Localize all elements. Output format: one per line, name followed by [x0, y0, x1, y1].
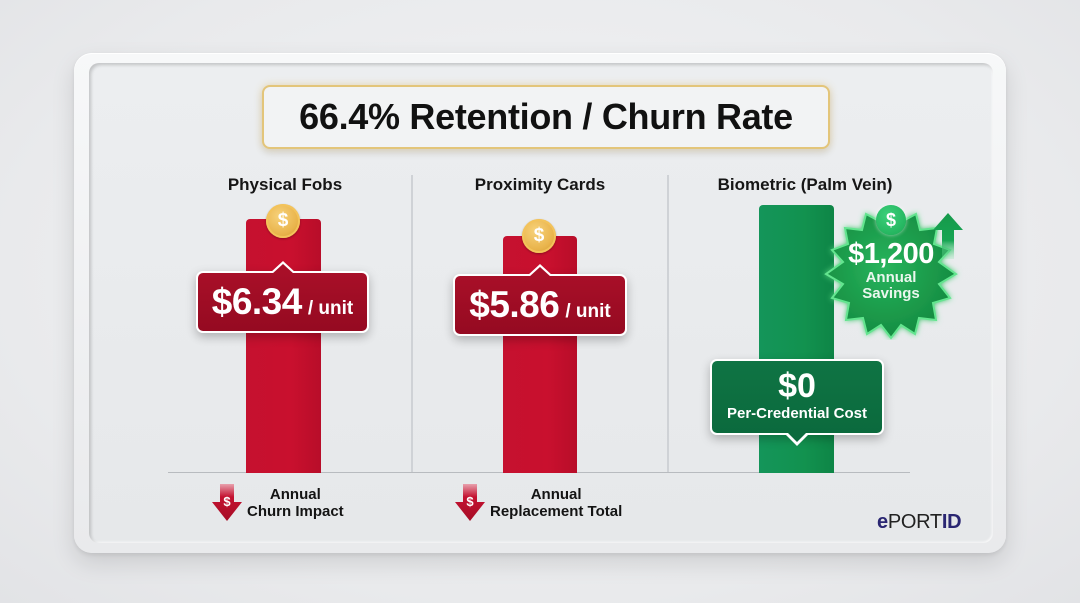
eportid-logo: ePORTID	[877, 511, 962, 534]
column-divider	[667, 175, 669, 473]
chart-title: 66.4% Retention / Churn Rate	[299, 96, 793, 137]
savings-badge-content: $ $1,200 Annual Savings	[818, 205, 964, 340]
column-divider	[411, 175, 413, 473]
savings-label-line-2: Savings	[862, 285, 920, 302]
price-value: $5.86	[469, 284, 560, 325]
price-tag-physical-fobs: $6.34 / unit	[196, 261, 369, 333]
down-arrow-dollar-icon: $	[212, 484, 242, 521]
savings-amount: $1,200	[848, 238, 934, 270]
footer-line-2: Churn Impact	[247, 503, 344, 520]
footer-line-1: Annual	[269, 486, 321, 503]
price-unit: / unit	[565, 301, 611, 322]
title-banner: 66.4% Retention / Churn Rate	[262, 85, 830, 149]
savings-label-line-1: Annual	[865, 269, 917, 286]
footer-line-1: Annual	[530, 486, 582, 503]
column-title-proximity-cards: Proximity Cards	[474, 175, 606, 194]
price-tag-biometric: $0 Per-Credential Cost	[710, 359, 884, 446]
logo-e: e	[877, 511, 888, 533]
column-title-biometric: Biometric (Palm Vein)	[717, 175, 893, 194]
svg-text:$: $	[466, 494, 474, 509]
price-tag-proximity-cards: $5.86 / unit	[453, 264, 627, 336]
dollar-coin-icon: $	[266, 204, 300, 238]
price-label: Per-Credential Cost	[726, 405, 868, 422]
footer-line-2: Replacement Total	[490, 503, 623, 520]
price-unit: / unit	[307, 298, 354, 319]
price-value: $6.34	[211, 281, 303, 322]
dollar-coin-icon: $	[876, 205, 906, 235]
column-title-physical-fobs: Physical Fobs	[227, 175, 343, 194]
dollar-coin-icon: $	[522, 219, 556, 253]
footer-physical-fobs: $ Annual Churn Impact	[211, 484, 344, 522]
footer-proximity-cards: $ Annual Replacement Total	[454, 484, 622, 522]
dollar-symbol: $	[277, 210, 289, 231]
logo-port: PORT	[887, 511, 942, 533]
price-value: $0	[778, 367, 816, 405]
logo-id: ID	[941, 511, 962, 533]
down-arrow-dollar-icon: $	[455, 484, 485, 521]
bar-physical-fobs	[246, 219, 321, 473]
dollar-symbol: $	[533, 225, 545, 246]
svg-text:$: $	[223, 494, 231, 509]
dollar-symbol: $	[885, 209, 896, 230]
savings-starburst-badge	[824, 208, 958, 340]
up-arrow-icon	[933, 213, 963, 259]
